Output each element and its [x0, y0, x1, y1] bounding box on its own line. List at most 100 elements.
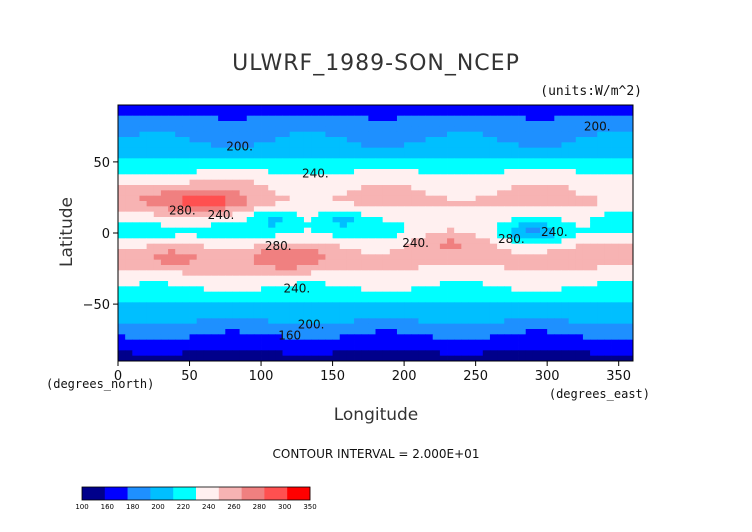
heatmap-cell [275, 115, 283, 122]
heatmap-cell [203, 329, 212, 335]
heatmap-cell [239, 350, 248, 357]
heatmap-cell [168, 201, 176, 207]
heatmap-cell [311, 137, 319, 143]
heatmap-cell [597, 313, 605, 319]
heatmap-cell [532, 291, 541, 298]
heatmap-cell [611, 179, 620, 186]
heatmap-cell [590, 339, 598, 346]
heatmap-cell [396, 350, 405, 357]
heatmap-cell [346, 254, 355, 261]
heatmap-cell [189, 270, 198, 277]
heatmap-cell [268, 281, 276, 287]
heatmap-cell [489, 121, 498, 127]
heatmap-cell [225, 227, 233, 234]
heatmap-cell [203, 131, 212, 138]
heatmap-cell [489, 339, 498, 346]
heatmap-cell [339, 307, 348, 314]
heatmap-cell [232, 201, 240, 207]
heatmap-cell [511, 179, 519, 186]
heatmap-cell [447, 142, 455, 149]
heatmap-cell [518, 179, 527, 186]
heatmap-cell [275, 297, 283, 303]
heatmap-cell [389, 185, 398, 191]
heatmap-cell [253, 179, 262, 186]
heatmap-cell [218, 302, 226, 309]
heatmap-cell [332, 131, 341, 138]
heatmap-cell [210, 318, 219, 325]
heatmap-cell [311, 313, 319, 319]
heatmap-cell [497, 334, 505, 341]
heatmap-cell [168, 329, 176, 335]
heatmap-cell [282, 147, 291, 154]
heatmap-cell [132, 201, 140, 207]
heatmap-cell [518, 195, 527, 202]
heatmap-cell [382, 307, 391, 314]
heatmap-cell [132, 254, 140, 261]
heatmap-cell [482, 179, 491, 186]
heatmap-cell [511, 329, 519, 335]
heatmap-cell [454, 345, 462, 351]
heatmap-cell [368, 323, 376, 330]
heatmap-cell [454, 281, 462, 287]
heatmap-cell [382, 211, 391, 218]
heatmap-cell [461, 142, 469, 149]
heatmap-cell [439, 313, 448, 319]
heatmap-cell [339, 126, 348, 133]
heatmap-cell [489, 329, 498, 335]
heatmap-cell [318, 137, 326, 143]
heatmap-cell [296, 297, 305, 303]
heatmap-cell [461, 291, 469, 298]
heatmap-cell [368, 147, 376, 154]
heatmap-cell [332, 211, 341, 218]
heatmap-cell [160, 110, 169, 117]
heatmap-cell [540, 105, 548, 111]
heatmap-cell [425, 307, 434, 314]
heatmap-cell [168, 259, 176, 266]
heatmap-cell [232, 115, 240, 122]
heatmap-cell [325, 115, 333, 122]
heatmap-cell [225, 297, 233, 303]
heatmap-cell [482, 238, 491, 245]
colorbar-swatch [104, 487, 128, 500]
heatmap-cell [196, 174, 205, 181]
heatmap-cell [375, 137, 384, 143]
heatmap-cell [203, 211, 212, 218]
heatmap-cell [239, 339, 248, 346]
heatmap-cell [568, 249, 577, 255]
heatmap-cell [218, 355, 226, 362]
heatmap-cell [540, 201, 548, 207]
heatmap-cell [118, 137, 126, 143]
heatmap-cell [511, 147, 519, 154]
heatmap-cell [332, 142, 341, 149]
heatmap-cell [303, 313, 312, 319]
heatmap-cell [568, 115, 577, 122]
heatmap-cell [525, 142, 534, 149]
heatmap-cell [146, 110, 155, 117]
heatmap-cell [418, 131, 426, 138]
heatmap-cell [597, 110, 605, 117]
heatmap-cell [590, 355, 598, 362]
heatmap-cell [504, 254, 512, 261]
heatmap-cell [618, 243, 627, 250]
heatmap-cell [547, 270, 555, 277]
heatmap-cell [196, 307, 205, 314]
heatmap-cell [532, 201, 541, 207]
heatmap-cell [625, 115, 634, 122]
heatmap-cell [611, 339, 620, 346]
heatmap-cell [611, 110, 620, 117]
heatmap-cell [611, 323, 620, 330]
heatmap-cell [246, 115, 255, 122]
heatmap-cell [411, 339, 419, 346]
heatmap-cell [225, 163, 233, 170]
heatmap-cell [210, 137, 219, 143]
heatmap-cell [396, 195, 405, 202]
heatmap-cell [160, 313, 169, 319]
heatmap-cell [203, 105, 212, 111]
heatmap-cell [311, 355, 319, 362]
heatmap-cell [497, 307, 505, 314]
heatmap-cell [468, 323, 477, 330]
heatmap-cell [132, 345, 140, 351]
heatmap-cell [332, 275, 341, 282]
heatmap-cell [568, 222, 577, 229]
heatmap-cell [368, 307, 376, 314]
